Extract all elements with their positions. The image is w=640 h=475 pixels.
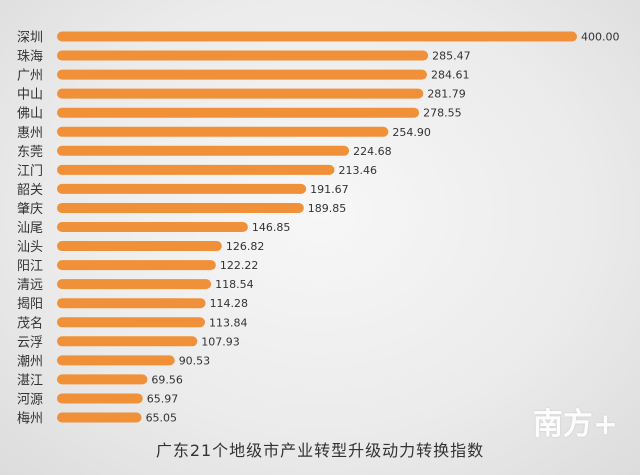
category-label: 广州	[17, 69, 43, 84]
data-label: 213.46	[338, 164, 377, 177]
data-label: 278.55	[423, 107, 462, 120]
category-label: 云浮	[17, 335, 43, 350]
data-label: 189.85	[308, 202, 347, 215]
watermark-logo: 南方+	[532, 407, 618, 442]
data-label: 285.47	[432, 50, 471, 63]
category-label: 汕头	[17, 240, 43, 255]
bar	[57, 317, 205, 328]
data-label: 118.54	[215, 278, 254, 291]
data-label: 146.85	[252, 221, 291, 234]
category-label: 汕尾	[17, 221, 43, 236]
data-label: 107.93	[201, 335, 240, 348]
data-label: 65.97	[147, 392, 179, 405]
data-label: 90.53	[179, 354, 211, 367]
data-label: 69.56	[151, 373, 183, 386]
category-label: 东莞	[17, 145, 43, 160]
bar	[57, 50, 429, 61]
category-label: 韶关	[17, 182, 43, 198]
bar	[57, 145, 350, 156]
bar	[57, 412, 142, 423]
data-label: 126.82	[226, 240, 265, 253]
bar	[57, 183, 307, 194]
bar	[57, 355, 175, 366]
bar	[57, 202, 304, 213]
bar	[57, 298, 206, 309]
bar	[57, 31, 577, 42]
category-label: 肇庆	[17, 202, 43, 217]
data-label: 400.00	[581, 31, 620, 44]
category-label: 中山	[17, 88, 43, 103]
bar	[57, 336, 198, 347]
category-label: 河源	[17, 392, 43, 407]
category-label: 惠州	[17, 126, 43, 141]
data-label: 281.79	[427, 88, 466, 101]
bar	[57, 88, 424, 99]
data-label: 284.61	[431, 69, 470, 82]
bar	[57, 241, 222, 252]
data-label: 122.22	[220, 259, 258, 272]
bar	[57, 69, 427, 80]
category-label: 潮州	[17, 354, 43, 369]
category-label: 梅州	[17, 412, 43, 427]
bar	[57, 107, 420, 118]
category-label: 阳江	[17, 259, 43, 274]
data-label: 254.90	[392, 126, 431, 139]
data-label: 191.67	[310, 183, 349, 196]
bar	[57, 279, 212, 290]
bar	[57, 222, 248, 232]
category-label: 湛江	[17, 373, 43, 388]
bar	[57, 393, 143, 404]
category-label: 揭阳	[17, 297, 43, 312]
bar	[57, 164, 335, 175]
chart-title: 广东21个地级市产业转型升级动力转换指数	[155, 441, 485, 460]
bar	[57, 374, 148, 385]
bar	[57, 260, 216, 271]
data-label: 114.28	[210, 297, 249, 310]
data-label: 224.68	[353, 145, 392, 158]
category-label: 珠海	[17, 50, 43, 65]
category-label: 佛山	[17, 107, 43, 122]
category-label: 清远	[17, 278, 43, 293]
category-label: 茂名	[17, 315, 43, 331]
data-label: 65.05	[146, 412, 178, 425]
category-label: 江门	[17, 164, 43, 179]
category-label: 深圳	[17, 31, 43, 46]
data-label: 113.84	[209, 316, 248, 329]
bar	[57, 126, 389, 137]
